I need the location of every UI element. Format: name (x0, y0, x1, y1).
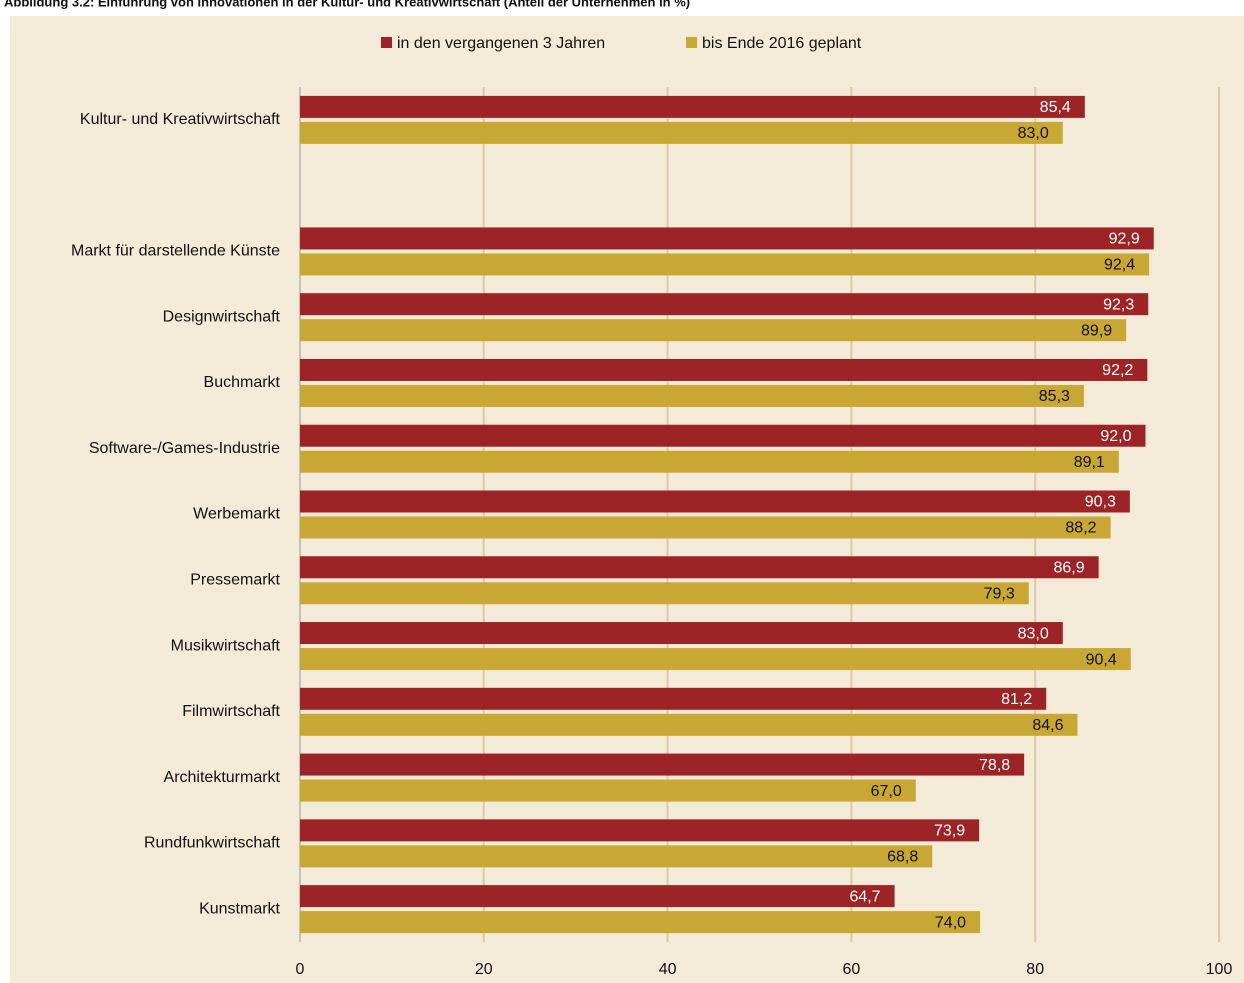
bar (300, 845, 933, 868)
y-tick-label: Pressemarkt (190, 571, 280, 588)
bar (300, 95, 1085, 118)
y-tick-label: Software-/Games-Industrie (89, 440, 280, 457)
bar (300, 819, 980, 842)
y-tick-label: Kultur- und Kreativwirtschaft (80, 111, 281, 128)
bar (300, 885, 895, 908)
legend-swatch (381, 37, 392, 48)
bar (300, 779, 916, 802)
value-label: 92,9 (1109, 231, 1140, 248)
x-tick-label: 60 (843, 961, 861, 978)
value-label: 90,3 (1085, 494, 1116, 511)
bar (300, 622, 1063, 645)
legend-label: bis Ende 2016 geplant (702, 35, 862, 52)
value-label: 78,8 (979, 757, 1010, 774)
value-label: 89,1 (1074, 454, 1105, 471)
value-label: 92,4 (1104, 257, 1135, 274)
bar (300, 648, 1131, 671)
chart-title: Abbildung 3.2: Einführung von Innovation… (4, 0, 690, 9)
value-label: 86,9 (1053, 559, 1084, 576)
value-label: 90,4 (1086, 651, 1117, 668)
bar (300, 556, 1099, 579)
y-tick-label: Werbemarkt (193, 506, 280, 523)
bar (300, 687, 1047, 710)
x-tick-label: 40 (659, 961, 677, 978)
x-tick-label: 100 (1206, 961, 1233, 978)
value-label: 81,2 (1001, 691, 1032, 708)
value-label: 84,6 (1032, 717, 1063, 734)
bar (300, 582, 1029, 605)
value-label: 85,4 (1040, 99, 1071, 116)
value-label: 67,0 (871, 783, 902, 800)
bar (300, 753, 1025, 776)
bar (300, 450, 1119, 473)
value-label: 88,2 (1065, 520, 1096, 537)
value-label: 64,7 (849, 888, 880, 905)
bar (300, 424, 1146, 447)
bar (300, 293, 1149, 316)
y-tick-label: Markt für darstellende Künste (71, 243, 280, 260)
value-label: 89,9 (1081, 322, 1112, 339)
value-label: 83,0 (1018, 125, 1049, 142)
bar (300, 121, 1063, 144)
x-tick-label: 20 (475, 961, 493, 978)
value-label: 85,3 (1039, 388, 1070, 405)
x-tick-label: 0 (296, 961, 305, 978)
value-label: 68,8 (887, 849, 918, 866)
value-label: 74,0 (935, 914, 966, 931)
bar (300, 713, 1078, 736)
bar (300, 490, 1130, 513)
y-tick-label: Kunstmarkt (199, 900, 280, 917)
y-tick-label: Designwirtschaft (163, 308, 281, 325)
value-label: 92,0 (1100, 428, 1131, 445)
value-label: 83,0 (1018, 625, 1049, 642)
bar (300, 911, 981, 934)
x-tick-label: 80 (1026, 961, 1044, 978)
y-tick-label: Filmwirtschaft (182, 703, 280, 720)
bar (300, 227, 1154, 250)
value-label: 73,9 (934, 823, 965, 840)
bar (300, 358, 1148, 381)
y-tick-label: Architekturmarkt (164, 769, 281, 786)
y-tick-label: Buchmarkt (204, 374, 281, 391)
bar (300, 253, 1150, 276)
value-label: 79,3 (984, 585, 1015, 602)
legend-swatch (686, 37, 697, 48)
legend-label: in den vergangenen 3 Jahren (397, 35, 605, 52)
y-tick-label: Rundfunkwirtschaft (144, 835, 281, 852)
value-label: 92,3 (1103, 296, 1134, 313)
bar (300, 319, 1127, 342)
bar (300, 516, 1111, 539)
value-label: 92,2 (1102, 362, 1133, 379)
bar (300, 384, 1084, 407)
y-tick-label: Musikwirtschaft (171, 637, 281, 654)
